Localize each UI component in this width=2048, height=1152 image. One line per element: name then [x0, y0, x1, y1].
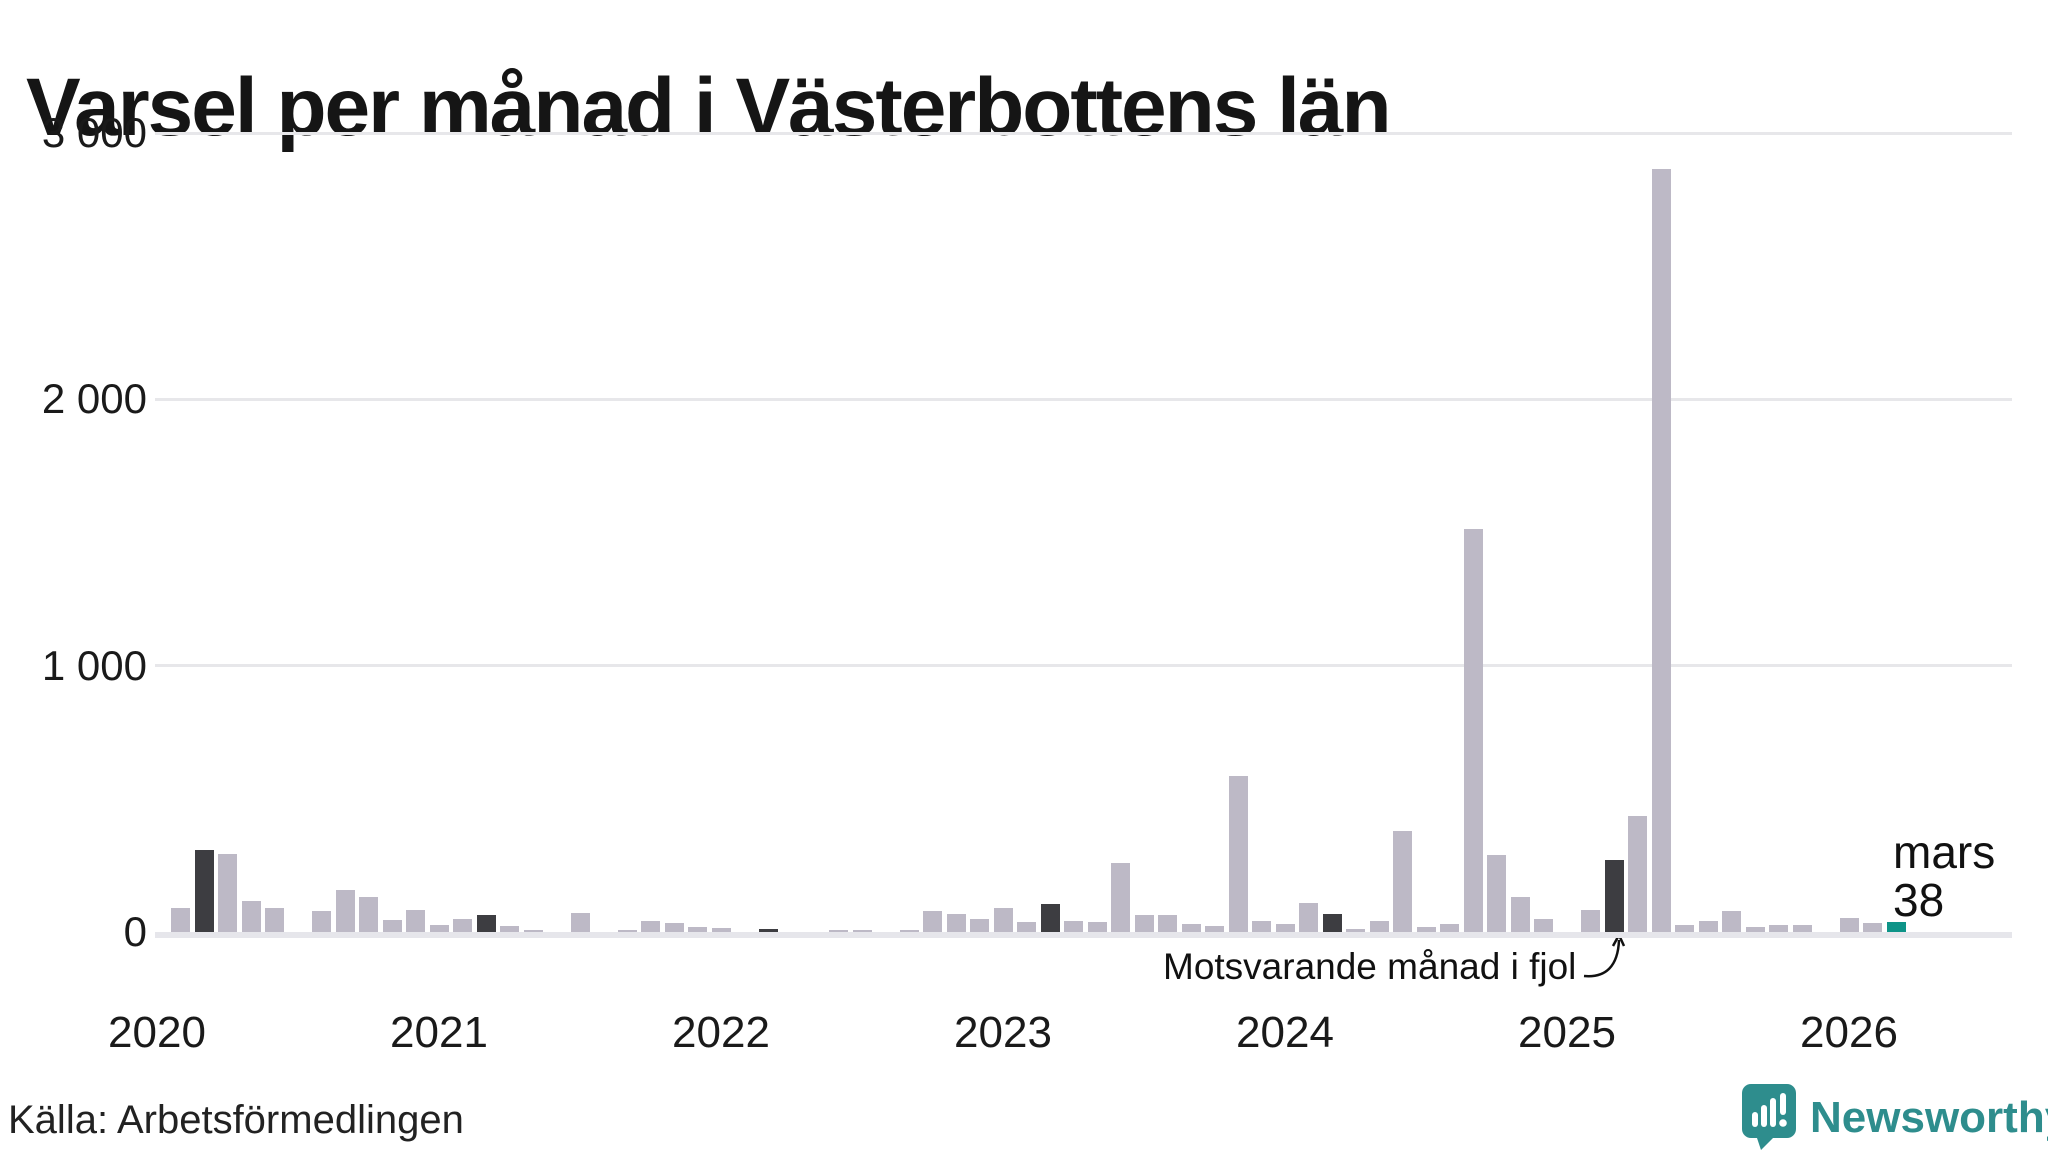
bar-2022-09	[899, 930, 919, 932]
bar-2020-11	[382, 920, 402, 932]
bar-2022-07	[852, 930, 872, 932]
bar-2021-09	[617, 930, 637, 932]
bar-2022-10	[923, 911, 942, 932]
newsworthy-logo: Newsworthy	[1740, 1082, 2048, 1152]
bar-2021-01	[429, 925, 449, 932]
bar-2020-04	[218, 854, 237, 932]
bar-2022-12	[970, 919, 989, 932]
current-month-name: mars	[1893, 826, 1996, 878]
bar-2025-09	[1745, 927, 1765, 932]
bar-2022-11	[946, 914, 966, 932]
annotation-label: Motsvarande månad i fjol	[1163, 946, 1577, 987]
bar-2024-03	[1322, 914, 1342, 932]
y-tick-label-0: 0	[123, 908, 147, 955]
bar-2021-02	[453, 919, 472, 932]
bar-2023-01	[993, 908, 1013, 932]
year-label-2023: 2023	[954, 1008, 1052, 1057]
bar-2021-04	[500, 926, 519, 932]
year-label-2021: 2021	[390, 1008, 488, 1057]
bar-2024-04	[1346, 929, 1365, 932]
gridline-0	[155, 932, 2012, 938]
bar-2025-02	[1581, 910, 1600, 932]
bar-2025-08	[1722, 911, 1741, 932]
y-tick-label-1000: 1 000	[41, 641, 147, 689]
gridline-2000	[155, 397, 2012, 401]
bar-2021-12	[688, 927, 707, 932]
bar-2024-11	[1510, 897, 1530, 932]
bar-2024-05	[1369, 921, 1389, 932]
page-title: Varsel per månad i Västerbottens län	[26, 61, 1392, 153]
bar-2025-11	[1792, 925, 1812, 932]
bar-2025-06	[1675, 925, 1694, 932]
bar-2020-08	[312, 911, 331, 932]
bar-2021-03	[476, 915, 496, 932]
gridline-3000	[155, 131, 2012, 135]
bar-2023-02	[1017, 922, 1036, 932]
bar-2024-12	[1534, 919, 1553, 932]
bar-2020-03	[194, 850, 214, 932]
bar-2021-11	[664, 923, 684, 932]
bar-2024-09	[1463, 529, 1483, 932]
bar-2026-01	[1839, 918, 1859, 932]
bar-2020-06	[265, 908, 284, 932]
bar-2022-03	[758, 929, 778, 932]
bar-2026-02	[1863, 923, 1882, 932]
bar-2024-10	[1487, 855, 1506, 932]
bar-2024-08	[1440, 924, 1459, 932]
bar-2025-04	[1628, 816, 1647, 932]
bar-2023-03	[1040, 904, 1060, 932]
year-label-2022: 2022	[672, 1008, 770, 1057]
y-tick-label-3000: 3 000	[41, 109, 147, 156]
bar-2021-07	[570, 913, 590, 932]
bar-2025-10	[1769, 925, 1788, 932]
newsworthy-logo-text: Newsworthy	[1810, 1093, 2048, 1142]
source-label: Källa: Arbetsförmedlingen	[8, 1098, 464, 1142]
bar-2020-12	[406, 910, 425, 932]
bar-2023-11	[1228, 776, 1248, 932]
bar-2022-06	[829, 930, 848, 932]
bar-2022-01	[711, 928, 731, 932]
bar-2023-07	[1134, 915, 1154, 932]
current-month-value: 38	[1893, 874, 1945, 926]
bar-2023-08	[1158, 915, 1177, 932]
year-label-2024: 2024	[1236, 1008, 1334, 1057]
bar-2021-10	[641, 921, 660, 932]
bar-2021-05	[523, 930, 543, 932]
bar-2024-02	[1299, 903, 1318, 932]
bar-2026-03	[1886, 922, 1906, 932]
bar-2024-07	[1416, 927, 1436, 932]
bar-2020-10	[359, 897, 378, 932]
bar-2023-10	[1205, 926, 1224, 932]
bar-2025-07	[1698, 921, 1718, 932]
bar-2023-05	[1087, 922, 1107, 932]
bar-2020-05	[241, 901, 261, 932]
bar-2023-12	[1252, 921, 1271, 932]
bar-2024-06	[1393, 831, 1412, 932]
current-month-label: mars 38	[1893, 828, 1995, 924]
year-label-2020: 2020	[108, 1008, 206, 1057]
bar-2023-04	[1064, 921, 1083, 932]
newsworthy-bubble-icon	[1742, 1084, 1796, 1150]
bar-2023-09	[1181, 924, 1201, 932]
bar-2025-05	[1651, 169, 1671, 932]
year-label-2025: 2025	[1518, 1008, 1616, 1057]
y-tick-label-2000: 2 000	[41, 375, 147, 423]
bar-2023-06	[1111, 863, 1130, 932]
gridline-1000	[155, 664, 2012, 668]
bar-2020-09	[335, 890, 355, 932]
bar-2024-01	[1275, 924, 1295, 932]
bar-2025-03	[1604, 860, 1624, 932]
bar-2020-02	[171, 908, 190, 932]
year-label-2026: 2026	[1800, 1008, 1898, 1057]
